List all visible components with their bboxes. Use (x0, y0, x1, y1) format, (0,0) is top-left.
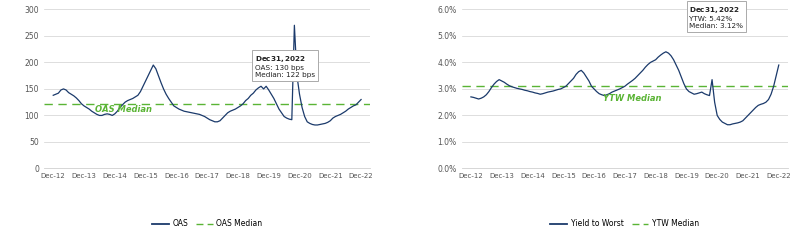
Legend: Yield to Worst, YTW Median: Yield to Worst, YTW Median (547, 216, 702, 231)
Text: YTW Median: YTW Median (603, 94, 662, 103)
Text: $\bf{Dec 31, 2022}$
YTW: 5.42%
Median: 3.12%: $\bf{Dec 31, 2022}$ YTW: 5.42% Median: 3… (690, 5, 743, 29)
Legend: OAS, OAS Median: OAS, OAS Median (149, 216, 266, 231)
Text: $\bf{Dec 31, 2022}$
OAS: 130 bps
Median: 122 bps: $\bf{Dec 31, 2022}$ OAS: 130 bps Median:… (255, 55, 315, 78)
Text: OAS Median: OAS Median (94, 105, 152, 114)
